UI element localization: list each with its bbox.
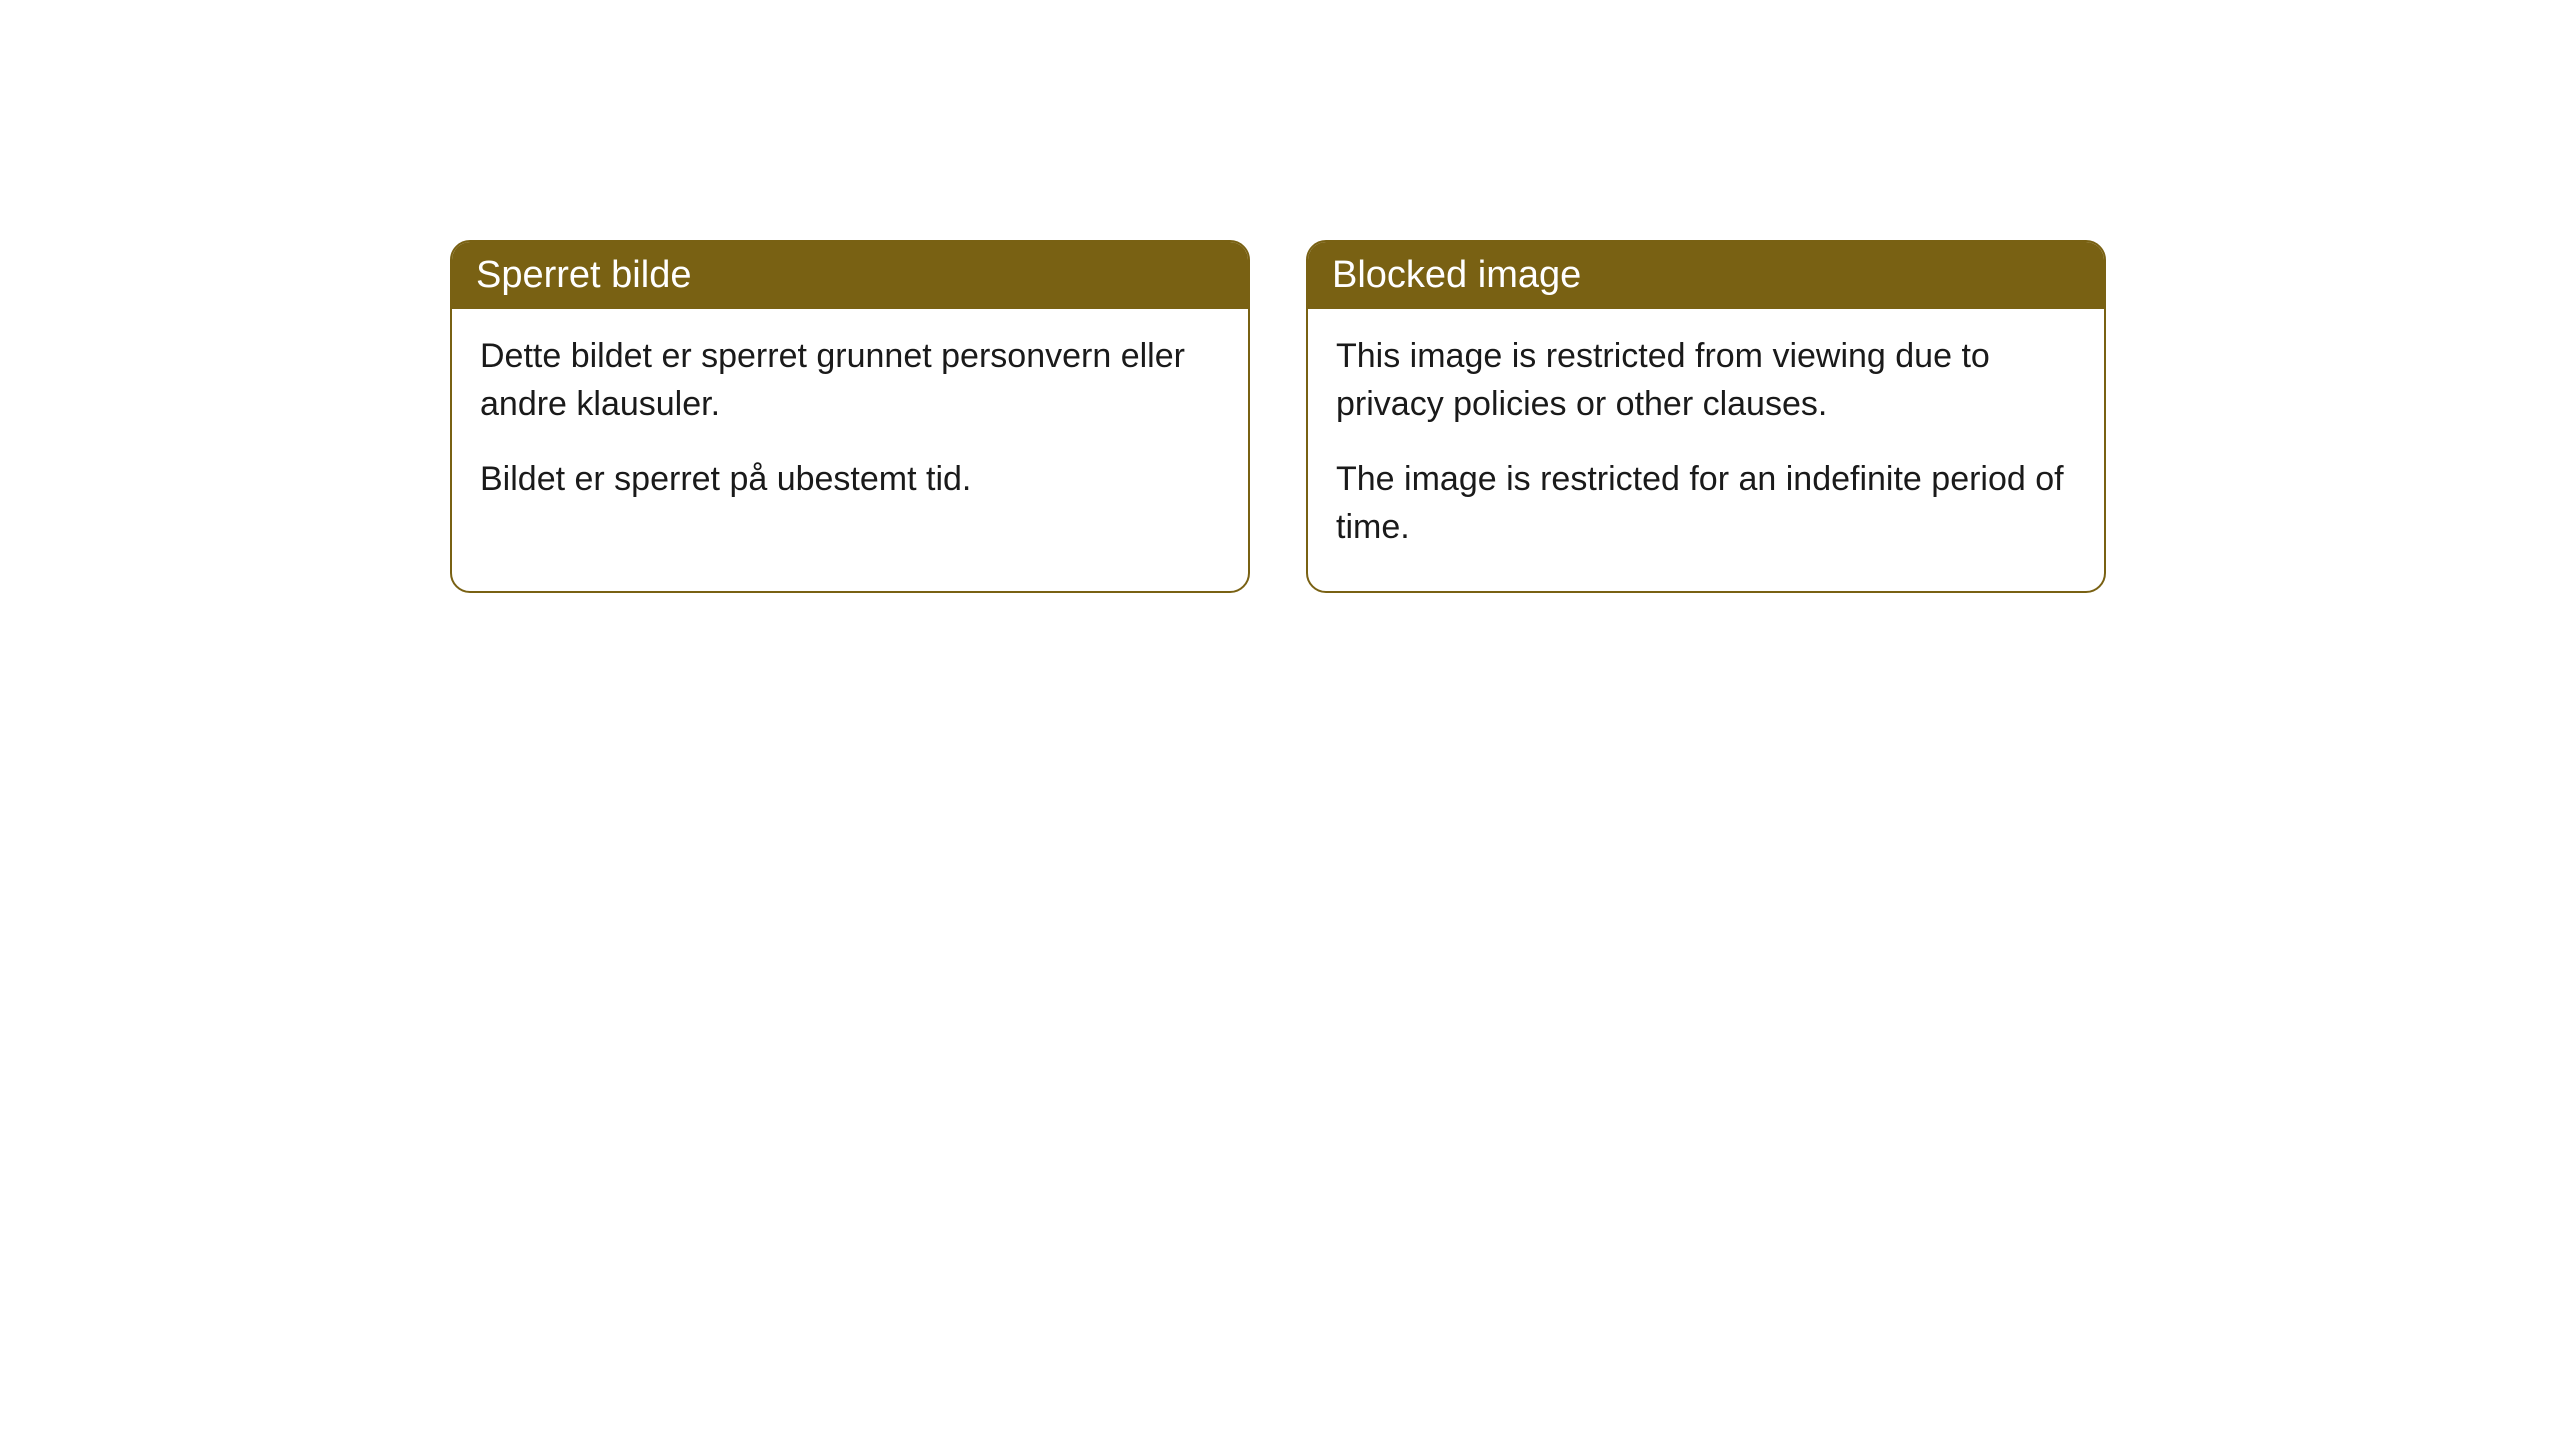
notice-cards-container: Sperret bilde Dette bildet er sperret gr… <box>450 240 2560 593</box>
card-paragraph: Bildet er sperret på ubestemt tid. <box>480 456 1220 504</box>
card-paragraph: The image is restricted for an indefinit… <box>1336 456 2076 551</box>
notice-card-norwegian: Sperret bilde Dette bildet er sperret gr… <box>450 240 1250 593</box>
card-header: Sperret bilde <box>452 242 1248 309</box>
notice-card-english: Blocked image This image is restricted f… <box>1306 240 2106 593</box>
card-paragraph: This image is restricted from viewing du… <box>1336 333 2076 428</box>
card-header: Blocked image <box>1308 242 2104 309</box>
card-paragraph: Dette bildet er sperret grunnet personve… <box>480 333 1220 428</box>
card-body: Dette bildet er sperret grunnet personve… <box>452 309 1248 544</box>
card-title: Blocked image <box>1332 254 1581 296</box>
card-title: Sperret bilde <box>476 254 691 296</box>
card-body: This image is restricted from viewing du… <box>1308 309 2104 591</box>
